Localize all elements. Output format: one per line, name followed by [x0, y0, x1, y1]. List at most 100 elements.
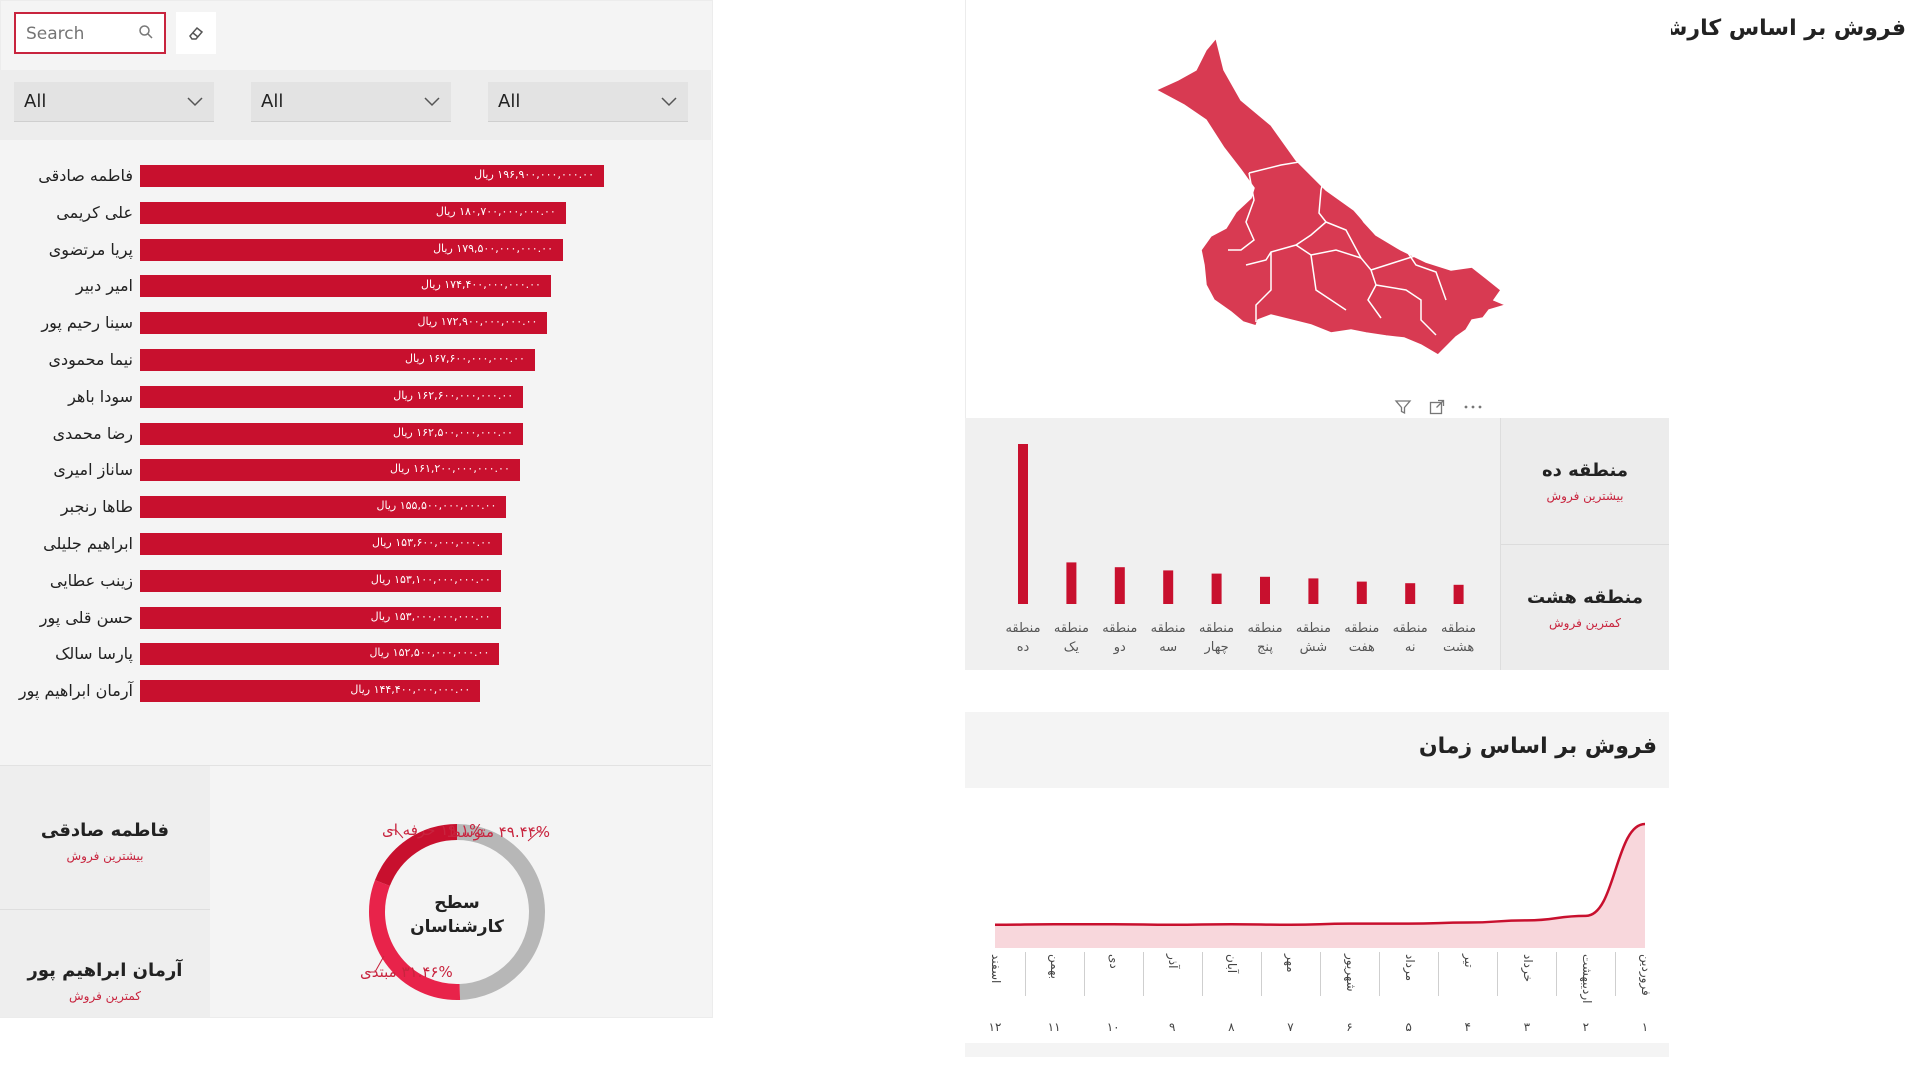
expert-bar[interactable]: ۱۵۳,۶۰۰,۰۰۰,۰۰۰.۰۰ ریال	[140, 533, 502, 555]
expert-bar-value: ۱۷۲,۹۰۰,۰۰۰,۰۰۰.۰۰ ریال	[417, 315, 538, 329]
region-tick-label: منطقه	[1054, 621, 1089, 636]
expert-summary: فاطمه صادقی بیشترین فروش آرمان ابراهیم پ…	[0, 765, 711, 1017]
chevron-down-icon	[187, 97, 203, 107]
sales-by-expert-card: فروش بر اساس کارشناس All All All فاطمه ص…	[0, 0, 1906, 1018]
region-bar[interactable]	[1356, 581, 1367, 604]
expert-bar[interactable]: ۱۵۳,۰۰۰,۰۰۰,۰۰۰.۰۰ ریال	[140, 606, 501, 629]
more-options-icon[interactable]	[1462, 398, 1484, 416]
region-tick-label: منطقه	[1296, 621, 1331, 636]
region-tick-label: منطقه	[1102, 621, 1137, 636]
expert-bar[interactable]: ۱۵۲,۵۰۰,۰۰۰,۰۰۰.۰۰ ریال	[140, 643, 500, 666]
time-month-label: فروردین	[1639, 954, 1653, 996]
region-bar[interactable]	[1405, 583, 1416, 604]
time-month-label: تیر	[1461, 954, 1476, 968]
top-region-kpi: منطقه ده بیشترین فروش	[1501, 418, 1669, 544]
bottom-expert-kpi: آرمان ابراهیم پور کمترین فروش	[0, 910, 210, 1017]
time-axis-separator	[1142, 952, 1144, 996]
time-axis-separator	[1379, 952, 1381, 996]
region-tick-label: یک	[1064, 640, 1080, 655]
top-expert-caption: بیشترین فروش	[66, 849, 144, 863]
search-input[interactable]	[16, 14, 138, 54]
donut-slice[interactable]	[456, 824, 545, 1000]
expert-bar-value: ۱۶۱,۲۰۰,۰۰۰,۰۰۰.۰۰ ریال	[389, 462, 510, 476]
time-axis-separator	[1615, 952, 1617, 996]
focus-mode-icon[interactable]	[1428, 398, 1446, 416]
region-map[interactable]	[965, 0, 1671, 418]
slicer-dropdown-3[interactable]: All	[488, 82, 688, 122]
expert-bar[interactable]: ۱۷۲,۹۰۰,۰۰۰,۰۰۰.۰۰ ریال	[140, 312, 548, 335]
expert-bar-value: ۱۵۳,۰۰۰,۰۰۰,۰۰۰.۰۰ ریال	[370, 609, 491, 623]
time-line[interactable]	[994, 822, 1646, 927]
time-month-number: ۱۱	[1047, 1020, 1061, 1034]
search-icon[interactable]	[138, 24, 154, 40]
expert-bar[interactable]: ۱۶۱,۲۰۰,۰۰۰,۰۰۰.۰۰ ریال	[140, 459, 520, 482]
region-bar[interactable]	[1114, 567, 1125, 604]
time-month-number: ۸	[1228, 1020, 1235, 1034]
donut-slice-label: ۱۹.۱% حرفه ای	[382, 821, 483, 839]
expert-bar[interactable]: ۱۷۴,۴۰۰,۰۰۰,۰۰۰.۰۰ ریال	[140, 275, 551, 298]
time-axis-separator	[1320, 952, 1321, 996]
region-tick-label: هفت	[1349, 640, 1375, 655]
expert-level-donut: سطح کارشناسان ۴۹.۴۴% متوسط ۳۱.۴۶% مبتدی ۱۹.۱…	[360, 821, 550, 1000]
expert-bar-label: حسن قلی پور	[39, 607, 133, 627]
time-month-number: ۷	[1287, 1020, 1294, 1034]
expert-bar-value: ۱۶۷,۶۰۰,۰۰۰,۰۰۰.۰۰ ریال	[405, 352, 525, 365]
expert-bar-label: نیما محمودی	[48, 350, 133, 369]
expert-bar[interactable]: ۱۴۴,۴۰۰,۰۰۰,۰۰۰.۰۰ ریال	[140, 680, 481, 703]
donut-slice[interactable]	[369, 880, 461, 1000]
district-borders	[1228, 159, 1447, 336]
slicer-dropdown-2[interactable]: All	[251, 82, 451, 122]
time-area-fill	[995, 824, 1645, 948]
time-month-number: ۱۰	[1106, 1020, 1120, 1034]
expert-bar-label: ابراهیم جلیلی	[43, 534, 133, 553]
slicer-value: All	[498, 91, 521, 112]
expert-bar-label: علی کریمی	[56, 202, 133, 222]
expert-bar-label: پریا مرتضوی	[48, 239, 133, 259]
region-bar[interactable]	[1018, 444, 1028, 604]
region-bar[interactable]	[1308, 578, 1319, 604]
search-box[interactable]	[14, 12, 166, 54]
expert-bar-label: زینب عطایی	[49, 570, 133, 590]
time-month-number: ۳	[1523, 1020, 1531, 1034]
donut-center-label: سطح	[434, 893, 480, 913]
time-month-label: دی	[1107, 954, 1122, 969]
filter-icon[interactable]	[1394, 398, 1412, 416]
region-bar[interactable]	[1260, 576, 1270, 604]
top-region-name: منطقه ده	[1541, 460, 1629, 481]
expert-bar-value: ۱۶۲,۵۰۰,۰۰۰,۰۰۰.۰۰ ریال	[393, 425, 513, 439]
expert-bar-value: ۱۷۹,۵۰۰,۰۰۰,۰۰۰.۰۰ ریال	[433, 241, 553, 255]
region-bar[interactable]	[1163, 570, 1174, 604]
expert-bar-value: ۱۹۶,۹۰۰,۰۰۰,۰۰۰.۰۰ ریال	[474, 168, 594, 181]
donut-callout-line	[368, 955, 385, 973]
clear-filter-button[interactable]	[176, 12, 216, 54]
time-month-label: خرداد	[1520, 954, 1535, 983]
region-bar[interactable]	[1211, 573, 1222, 604]
expert-bar-label: رضا محمدی	[52, 423, 133, 443]
expert-bar[interactable]: ۱۵۵,۵۰۰,۰۰۰,۰۰۰.۰۰ ریال	[140, 496, 507, 519]
expert-bar[interactable]: ۱۶۲,۵۰۰,۰۰۰,۰۰۰.۰۰ ریال	[140, 422, 523, 445]
slicer-dropdown-1[interactable]: All	[14, 82, 214, 122]
donut-slice[interactable]	[374, 824, 458, 887]
expert-bar[interactable]: ۱۸۰,۷۰۰,۰۰۰,۰۰۰.۰۰ ریال	[140, 201, 566, 224]
eraser-icon	[189, 26, 204, 40]
region-kpis: منطقه ده بیشترین فروش منطقه هشت کمترین ف…	[1500, 418, 1669, 670]
bottom-region-caption: کمترین فروش	[1549, 616, 1621, 630]
region-bar[interactable]	[1066, 562, 1077, 604]
time-month-number: ۵	[1405, 1020, 1412, 1034]
time-axis-separator	[1497, 952, 1499, 996]
expert-bar[interactable]: ۱۵۳,۱۰۰,۰۰۰,۰۰۰.۰۰ ریال	[140, 569, 501, 592]
region-tick-label: چهار	[1203, 640, 1228, 655]
region-bar[interactable]	[1453, 584, 1464, 604]
time-month-number: ۱	[1641, 1020, 1649, 1034]
expert-bar[interactable]: ۱۶۲,۶۰۰,۰۰۰,۰۰۰.۰۰ ریال	[140, 385, 524, 408]
region-tick-label: ده	[1017, 640, 1030, 655]
expert-bar[interactable]: ۱۶۷,۶۰۰,۰۰۰,۰۰۰.۰۰ ریال	[140, 349, 535, 371]
region-column-chart: منطقه ده منطقه یک منطقه دو منطقه سه منطقه چهار منط…	[1005, 444, 1476, 655]
donut-callout-line	[527, 831, 543, 842]
region-tick-label: شش	[1300, 640, 1327, 655]
time-month-label: مرداد	[1402, 954, 1417, 982]
tehran-map[interactable]	[966, 0, 1671, 418]
expert-bar[interactable]: ۱۹۶,۹۰۰,۰۰۰,۰۰۰.۰۰ ریال	[140, 165, 604, 187]
expert-bar[interactable]: ۱۷۹,۵۰۰,۰۰۰,۰۰۰.۰۰ ریال	[140, 238, 563, 261]
donut-slice-label: ۳۱.۴۶% مبتدی	[360, 963, 453, 981]
